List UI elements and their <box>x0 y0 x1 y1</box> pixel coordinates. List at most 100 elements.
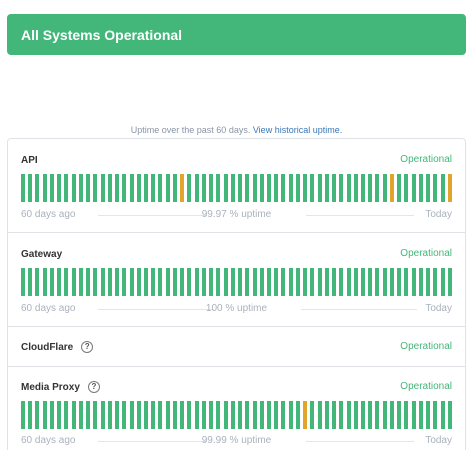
uptime-day-bar[interactable] <box>165 174 170 202</box>
uptime-day-bar[interactable] <box>78 174 83 202</box>
uptime-day-bar[interactable] <box>418 268 423 296</box>
uptime-day-bar[interactable] <box>397 174 402 202</box>
uptime-day-bar[interactable] <box>447 401 452 429</box>
uptime-day-bar[interactable] <box>93 401 98 429</box>
uptime-day-bar[interactable] <box>426 401 431 429</box>
uptime-day-bar[interactable] <box>382 401 387 429</box>
uptime-day-bar[interactable] <box>295 174 300 202</box>
uptime-day-bar[interactable] <box>418 174 423 202</box>
uptime-day-bar[interactable] <box>21 268 25 296</box>
uptime-day-bar[interactable] <box>86 174 91 202</box>
uptime-day-bar[interactable] <box>303 174 308 202</box>
uptime-day-bar[interactable] <box>49 401 54 429</box>
uptime-day-bar[interactable] <box>209 174 214 202</box>
uptime-day-bar[interactable] <box>382 174 387 202</box>
uptime-day-bar[interactable] <box>382 268 387 296</box>
uptime-day-bar[interactable] <box>209 268 214 296</box>
uptime-day-bar[interactable] <box>346 174 351 202</box>
uptime-day-bar[interactable] <box>158 174 163 202</box>
uptime-day-bar[interactable] <box>274 174 279 202</box>
uptime-day-bar[interactable] <box>209 401 214 429</box>
uptime-day-bar[interactable] <box>86 268 91 296</box>
uptime-day-bar[interactable] <box>317 268 322 296</box>
uptime-day-bar[interactable] <box>281 268 286 296</box>
uptime-day-bar[interactable] <box>389 401 394 429</box>
uptime-day-bar[interactable] <box>332 268 337 296</box>
uptime-day-bar[interactable] <box>122 401 127 429</box>
uptime-day-bar[interactable] <box>433 268 438 296</box>
uptime-day-bar[interactable] <box>180 401 185 429</box>
uptime-day-bar[interactable] <box>252 268 257 296</box>
uptime-day-bar[interactable] <box>194 401 199 429</box>
uptime-day-bar[interactable] <box>143 174 148 202</box>
uptime-day-bar[interactable] <box>295 268 300 296</box>
uptime-day-bar[interactable] <box>158 268 163 296</box>
uptime-day-bar[interactable] <box>42 174 47 202</box>
uptime-day-bar[interactable] <box>245 268 250 296</box>
uptime-day-bar[interactable] <box>361 268 366 296</box>
uptime-day-bar[interactable] <box>324 401 329 429</box>
uptime-day-bar[interactable] <box>172 174 177 202</box>
uptime-day-bar[interactable] <box>100 268 105 296</box>
uptime-day-bar[interactable] <box>223 268 228 296</box>
uptime-day-bar-partial[interactable] <box>447 174 452 202</box>
uptime-day-bar[interactable] <box>143 268 148 296</box>
uptime-day-bar[interactable] <box>136 401 141 429</box>
uptime-day-bar[interactable] <box>122 268 127 296</box>
uptime-day-bar[interactable] <box>78 268 83 296</box>
uptime-day-bar[interactable] <box>151 268 156 296</box>
uptime-day-bar[interactable] <box>397 268 402 296</box>
uptime-day-bar[interactable] <box>230 174 235 202</box>
uptime-day-bar[interactable] <box>440 174 445 202</box>
uptime-day-bar[interactable] <box>115 174 120 202</box>
uptime-day-bar[interactable] <box>201 268 206 296</box>
uptime-day-bar[interactable] <box>201 401 206 429</box>
uptime-day-bar[interactable] <box>158 401 163 429</box>
uptime-day-bar[interactable] <box>259 174 264 202</box>
uptime-day-bar[interactable] <box>93 268 98 296</box>
uptime-day-bar[interactable] <box>397 401 402 429</box>
uptime-day-bar[interactable] <box>238 401 243 429</box>
uptime-day-bar[interactable] <box>238 268 243 296</box>
uptime-day-bar[interactable] <box>317 174 322 202</box>
uptime-day-bar[interactable] <box>28 268 33 296</box>
view-historical-uptime-link[interactable]: View historical uptime. <box>252 125 343 135</box>
uptime-day-bar[interactable] <box>129 268 134 296</box>
uptime-day-bar[interactable] <box>93 174 98 202</box>
uptime-day-bar[interactable] <box>180 268 185 296</box>
uptime-day-bar[interactable] <box>440 401 445 429</box>
uptime-day-bar[interactable] <box>230 268 235 296</box>
uptime-day-bar[interactable] <box>35 268 40 296</box>
uptime-day-bar[interactable] <box>353 401 358 429</box>
uptime-day-bar[interactable] <box>107 174 112 202</box>
uptime-day-bar[interactable] <box>389 268 394 296</box>
uptime-day-bar[interactable] <box>238 174 243 202</box>
uptime-day-bar[interactable] <box>172 268 177 296</box>
uptime-day-bar[interactable] <box>274 268 279 296</box>
uptime-day-bar[interactable] <box>361 174 366 202</box>
uptime-day-bar[interactable] <box>107 268 112 296</box>
uptime-day-bar[interactable] <box>281 174 286 202</box>
uptime-day-bar[interactable] <box>411 174 416 202</box>
uptime-day-bar[interactable] <box>433 401 438 429</box>
uptime-day-bar[interactable] <box>187 401 192 429</box>
uptime-day-bar[interactable] <box>230 401 235 429</box>
uptime-day-bar[interactable] <box>288 401 293 429</box>
uptime-day-bar[interactable] <box>172 401 177 429</box>
uptime-day-bar[interactable] <box>346 268 351 296</box>
uptime-day-bar[interactable] <box>57 268 62 296</box>
uptime-day-bar[interactable] <box>440 268 445 296</box>
uptime-day-bar[interactable] <box>447 268 452 296</box>
uptime-day-bar[interactable] <box>353 268 358 296</box>
uptime-day-bar[interactable] <box>274 401 279 429</box>
uptime-day-bar[interactable] <box>252 174 257 202</box>
uptime-day-bar[interactable] <box>288 268 293 296</box>
uptime-day-bar[interactable] <box>21 401 25 429</box>
uptime-day-bar[interactable] <box>129 401 134 429</box>
uptime-day-bar[interactable] <box>223 174 228 202</box>
uptime-day-bar[interactable] <box>368 401 373 429</box>
uptime-day-bar[interactable] <box>295 401 300 429</box>
uptime-day-bar[interactable] <box>375 174 380 202</box>
uptime-day-bar[interactable] <box>216 268 221 296</box>
uptime-day-bar[interactable] <box>317 401 322 429</box>
